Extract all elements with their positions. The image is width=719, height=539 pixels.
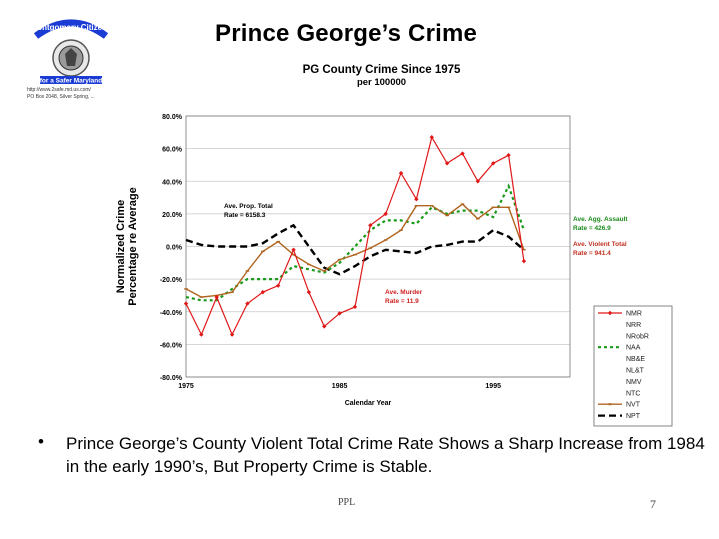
data-point-nmr: [475, 179, 481, 184]
legend-marker: [607, 310, 613, 316]
series-line-naa: [185, 183, 525, 302]
data-point-nmr: [368, 223, 373, 228]
data-point-nmr: [214, 294, 219, 300]
data-point-nmr: [291, 247, 296, 252]
data-point-nmr: [337, 311, 342, 316]
x-axis-label: Calendar Year: [345, 400, 392, 407]
crime-line-chart: 80.0% 60.0% 40.0% 20.0% 0.0% -20.0% -40.0% -60.…: [115, 114, 673, 427]
data-point-nmr: [322, 324, 327, 329]
data-point-nmr: [414, 196, 419, 202]
x-tick-label: 1995: [485, 383, 501, 390]
legend-label: NMV: [626, 379, 642, 386]
footer-text: PPL: [338, 497, 356, 508]
data-point-nmr: [506, 152, 511, 158]
legend-label: NB&E: [626, 356, 645, 363]
legend-label: NVT: [626, 402, 641, 409]
chart-subtitle: per 100000: [356, 77, 407, 88]
plot-area: [185, 115, 571, 378]
y-tick-label: -60.0%: [160, 342, 183, 349]
series-line-npt: [185, 223, 525, 276]
data-point-nmr: [275, 283, 281, 288]
annotation-text: Rate = 6158.3: [224, 212, 266, 219]
data-point-nmr: [491, 161, 496, 166]
data-point-nmr: [229, 332, 235, 337]
data-point-nmr: [183, 301, 189, 306]
y-tick-label: -80.0%: [160, 375, 183, 382]
y-tick-label: 80.0%: [162, 114, 183, 121]
legend-label: NPT: [626, 413, 641, 420]
data-point-nmr: [398, 170, 404, 176]
legend-label: NTC: [626, 390, 640, 397]
annotation-text: Ave. Murder: [385, 289, 423, 296]
annotation-text: Ave. Violent Total: [573, 241, 627, 248]
data-point-nmr: [444, 161, 450, 166]
x-tick-label: 1985: [332, 383, 348, 390]
annotation-text: Ave. Agg. Assault: [573, 216, 628, 223]
logo-seal-icon: Montgomery Citizens for a Safer Maryland: [31, 19, 112, 85]
annotation-text: Rate = 941.4: [573, 250, 611, 257]
data-point-nmr: [352, 304, 358, 310]
logo-url: http://www.2safe.md.us.com/: [27, 87, 91, 93]
svg-text:for a Safer Maryland: for a Safer Maryland: [40, 78, 103, 85]
x-tick-label: 1975: [178, 383, 194, 390]
svg-text:Montgomery Citizens: Montgomery Citizens: [31, 23, 112, 32]
y-axis-label: Normalized Crime: [115, 200, 127, 294]
legend-label: NRR: [626, 322, 641, 329]
data-point-nmr: [199, 332, 204, 337]
logo-caption: http://www.2safe.md.us.com/ PO Box 2048,…: [27, 87, 127, 101]
logo-address: PO Box 2048, Silver Spring, ...: [27, 94, 95, 100]
chart-title: PG County Crime Since 1975: [302, 64, 461, 76]
slide-title: Prince George’s Crime: [215, 20, 478, 47]
y-tick-label: 20.0%: [162, 212, 183, 219]
y-axis-label: Percentage re Average: [127, 187, 139, 305]
legend-label: NAA: [626, 345, 641, 352]
y-tick-label: 0.0%: [166, 245, 183, 252]
data-point-nmr: [245, 301, 250, 306]
annotation-text: Ave. Prop. Total: [224, 203, 273, 210]
legend-label: NMR: [626, 311, 642, 318]
bullet-text: Prince George’s County Violent Total Cri…: [66, 434, 705, 476]
data-point-nmr: [429, 135, 434, 140]
data-point-nmr: [260, 289, 265, 295]
bullet-icon: •: [38, 432, 44, 451]
annotation-text: Rate = 11.9: [385, 298, 419, 305]
y-tick-label: -20.0%: [160, 277, 183, 284]
y-tick-label: 40.0%: [162, 179, 183, 186]
data-point-nmr: [383, 211, 388, 217]
data-point-nmr: [306, 289, 312, 295]
legend-label: NL&T: [626, 368, 645, 375]
page-number: 7: [650, 497, 656, 511]
legend-box: [593, 305, 673, 427]
y-tick-label: -40.0%: [160, 310, 183, 317]
data-point-nmr: [460, 151, 465, 156]
y-tick-label: 60.0%: [162, 147, 183, 154]
annotation-text: Rate = 426.9: [573, 225, 611, 232]
legend-label: NRobR: [626, 333, 649, 340]
data-point-nmr: [521, 258, 527, 264]
